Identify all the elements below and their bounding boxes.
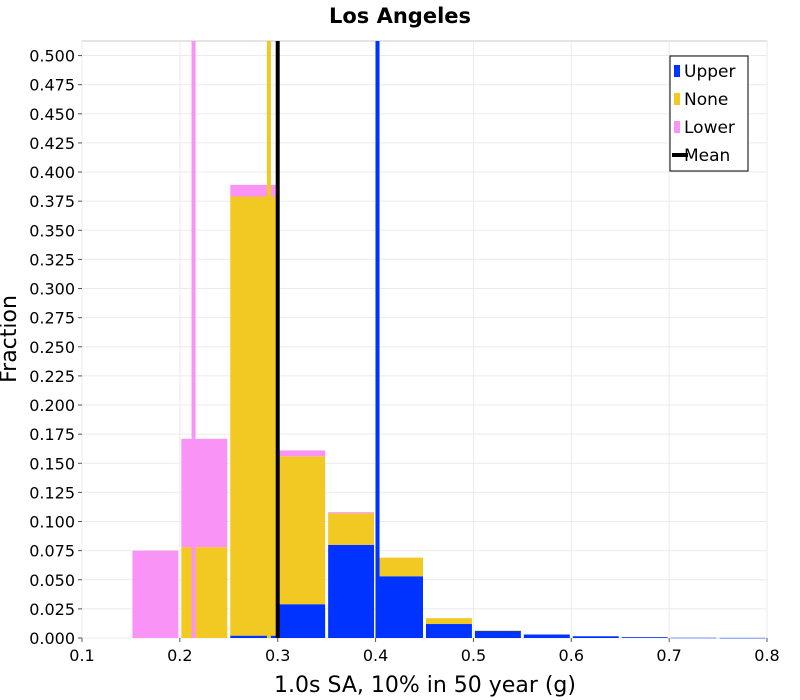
chart-title: Los Angeles xyxy=(329,4,471,28)
legend-swatch-none xyxy=(674,93,680,105)
x-tick-label: 0.1 xyxy=(69,646,94,665)
y-tick-label: 0.150 xyxy=(29,454,75,473)
bar-lower xyxy=(328,512,375,514)
y-tick-label: 0.250 xyxy=(29,338,75,357)
legend: Upper None Lower Mean xyxy=(669,55,749,172)
bar-upper xyxy=(572,636,619,638)
x-tick-label: 0.7 xyxy=(656,646,681,665)
y-tick-label: 0.450 xyxy=(29,105,75,124)
bar-none xyxy=(279,456,326,605)
y-tick-label: 0.400 xyxy=(29,163,75,182)
y-tick-label: 0.075 xyxy=(29,542,75,561)
bar-lower xyxy=(132,550,179,638)
legend-label-none: None xyxy=(684,90,728,110)
y-tick-label: 0.350 xyxy=(29,221,75,240)
x-tick-label: 0.5 xyxy=(461,646,486,665)
y-tick-label: 0.025 xyxy=(29,600,75,619)
y-tick-label: 0.050 xyxy=(29,571,75,590)
bar-upper xyxy=(621,637,668,638)
y-tick-label: 0.300 xyxy=(29,280,75,299)
legend-box xyxy=(669,55,749,172)
x-axis-label: 1.0s SA, 10% in 50 year (g) xyxy=(274,673,576,698)
legend-swatch-mean xyxy=(672,153,688,157)
x-tick-label: 0.6 xyxy=(559,646,584,665)
bar-upper xyxy=(670,637,717,639)
x-tick-label: 0.3 xyxy=(265,646,290,665)
legend-label-lower: Lower xyxy=(684,118,735,138)
bar-upper xyxy=(474,631,521,638)
y-axis-label: Fraction xyxy=(0,295,22,383)
mean-lines xyxy=(191,41,380,638)
y-tick-label: 0.500 xyxy=(29,47,75,66)
bar-upper xyxy=(426,624,472,638)
bar-none xyxy=(181,547,228,638)
bar-upper xyxy=(377,576,423,638)
y-tick-label: 0.425 xyxy=(29,134,75,153)
bar-upper xyxy=(523,634,570,638)
y-tick-label: 0.225 xyxy=(29,367,75,386)
y-tick-label: 0.475 xyxy=(29,76,75,95)
bar-upper xyxy=(230,635,277,638)
bar-upper xyxy=(279,604,326,638)
y-axis-ticks: 0.000 0.025 0.050 0.075 0.100 0.125 0.150 0.175… xyxy=(29,47,82,648)
x-axis-ticks: 0.1 0.2 0.3 0.4 0.5 0.6 0.7 0.8 xyxy=(69,638,780,665)
bar-none xyxy=(328,513,375,545)
y-tick-label: 0.375 xyxy=(29,192,75,211)
legend-swatch-upper xyxy=(674,65,680,77)
y-tick-label: 0.275 xyxy=(29,309,75,328)
bar-upper xyxy=(719,637,766,639)
x-tick-label: 0.4 xyxy=(363,646,388,665)
x-tick-label: 0.2 xyxy=(167,646,192,665)
y-tick-label: 0.325 xyxy=(29,250,75,269)
bar-lower xyxy=(279,450,326,457)
bar-none xyxy=(377,557,423,577)
bar-none xyxy=(426,618,472,625)
y-tick-label: 0.175 xyxy=(29,425,75,444)
x-tick-label: 0.8 xyxy=(754,646,779,665)
bar-lower xyxy=(230,184,277,197)
bar-none xyxy=(474,630,521,632)
y-tick-label: 0.200 xyxy=(29,396,75,415)
bar-upper xyxy=(328,544,375,638)
y-tick-label: 0.000 xyxy=(29,629,75,648)
legend-swatch-lower xyxy=(674,121,680,133)
y-tick-label: 0.100 xyxy=(29,513,75,532)
legend-label-mean: Mean xyxy=(684,146,730,166)
bar-lower xyxy=(181,438,228,548)
legend-label-upper: Upper xyxy=(684,62,735,82)
y-tick-label: 0.125 xyxy=(29,483,75,502)
